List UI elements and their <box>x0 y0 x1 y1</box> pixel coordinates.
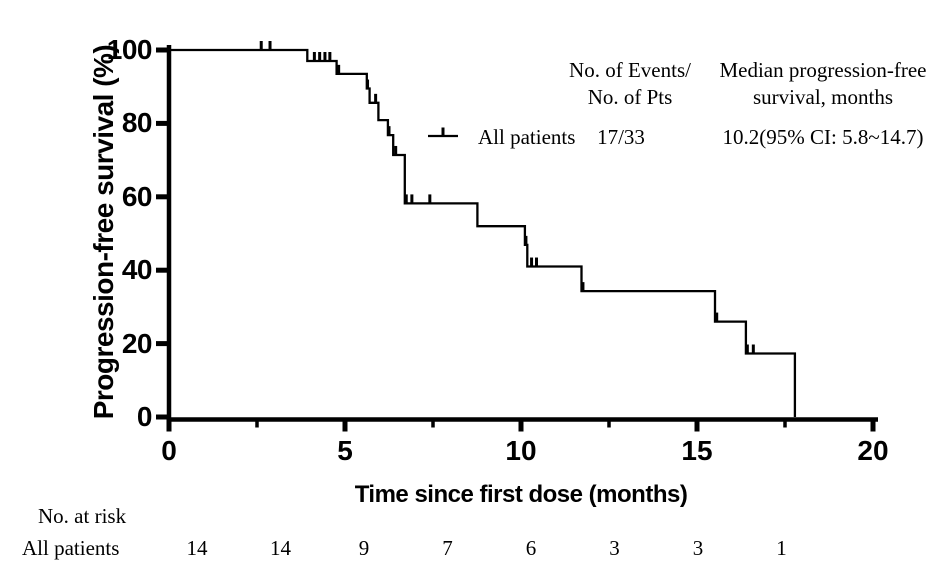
y-tick-label-60: 60 <box>121 180 153 212</box>
risk-count: 6 <box>525 536 537 560</box>
survival-curve <box>169 48 797 417</box>
events-header-line1: No. of Events/ <box>569 58 691 82</box>
median-header-line2: survival, months <box>753 85 893 109</box>
risk-count: 9 <box>358 536 370 560</box>
risk-count: 1 <box>776 536 787 560</box>
risk-count: 3 <box>609 536 620 560</box>
y-tick-label-100: 100 <box>106 34 153 65</box>
legend-series-name: All patients <box>478 125 576 149</box>
y-tick-label-20: 20 <box>121 327 153 359</box>
risk-count: 7 <box>442 536 453 560</box>
y-tick-label-80: 80 <box>121 107 153 139</box>
x-tick-label-20: 20 <box>857 435 889 466</box>
risk-counts-row: 14 14 9 7 6 3 3 1 <box>0 535 931 563</box>
x-tick-label-0: 0 <box>161 435 177 466</box>
legend-events-value: 17/33 <box>597 125 645 149</box>
y-tick-label-0: 0 <box>136 401 153 432</box>
legend-median-value: 10.2(95% CI: 5.8~14.7) <box>722 125 924 149</box>
risk-count: 14 <box>270 536 291 560</box>
risk-count: 14 <box>186 536 208 560</box>
events-column-header: No. of Events/ No. of Pts <box>530 57 730 111</box>
risk-row-label: All patients <box>22 536 120 560</box>
events-header-line2: No. of Pts <box>587 85 673 109</box>
risk-count: 3 <box>692 536 704 560</box>
legend-marker <box>428 127 458 138</box>
median-column-header: Median progression-free survival, months <box>673 57 931 111</box>
y-axis-title: Progression-free survival (%) <box>88 44 119 420</box>
median-header-line1: Median progression-free <box>719 58 927 82</box>
x-axis-title: Time since first dose (months) <box>354 481 688 508</box>
x-tick-label-15: 15 <box>681 435 713 466</box>
x-tick-label-10: 10 <box>505 435 537 466</box>
y-tick-label-40: 40 <box>121 254 153 286</box>
risk-table-title: No. at risk <box>38 504 127 528</box>
x-tick-label-5: 5 <box>337 435 353 466</box>
